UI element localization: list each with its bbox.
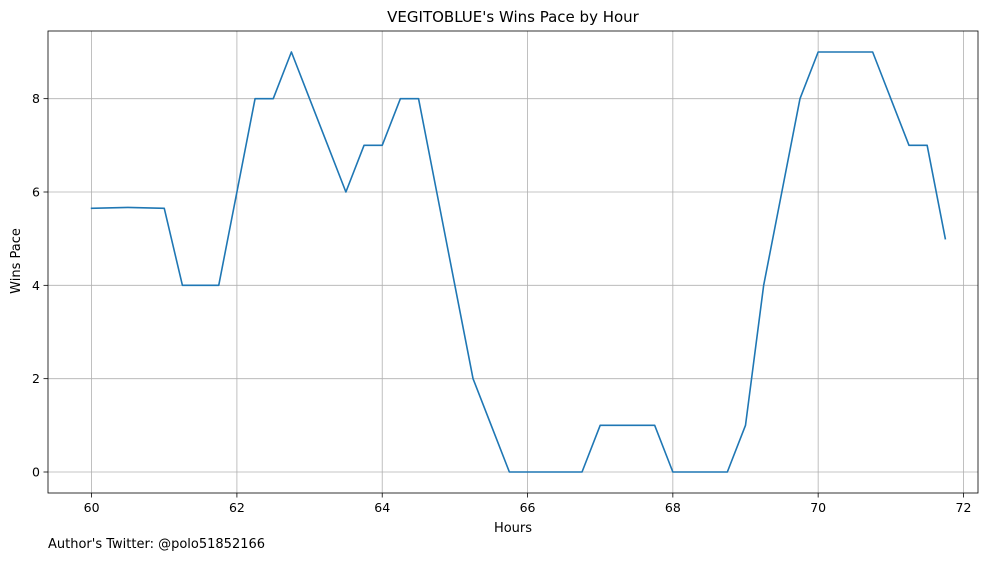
data-point <box>872 51 874 53</box>
x-tick-label: 70 <box>810 500 826 515</box>
data-point <box>454 284 456 286</box>
data-point <box>91 207 93 209</box>
data-point <box>254 98 256 100</box>
data-point <box>418 98 420 100</box>
data-point <box>763 284 765 286</box>
y-tick-label: 8 <box>32 91 40 106</box>
data-point <box>908 144 910 146</box>
data-point <box>690 471 692 473</box>
data-point <box>327 144 329 146</box>
x-tick-label: 60 <box>84 500 100 515</box>
data-point <box>272 98 274 100</box>
data-point <box>599 424 601 426</box>
data-point <box>472 378 474 380</box>
data-point <box>617 424 619 426</box>
data-point <box>708 471 710 473</box>
data-point <box>944 238 946 240</box>
data-point <box>200 284 202 286</box>
data-point <box>545 471 547 473</box>
data-point <box>163 207 165 209</box>
data-point <box>127 207 129 209</box>
data-point <box>436 191 438 193</box>
x-tick-label: 66 <box>520 500 536 515</box>
data-point <box>381 144 383 146</box>
data-point <box>817 51 819 53</box>
data-point <box>182 284 184 286</box>
data-point <box>854 51 856 53</box>
data-point <box>399 98 401 100</box>
series-line <box>90 51 947 473</box>
y-axis-label: Wins Pace <box>9 228 24 294</box>
data-point <box>835 51 837 53</box>
data-point <box>799 98 801 100</box>
data-point <box>654 424 656 426</box>
x-axis-label: Hours <box>494 521 532 536</box>
author-twitter-note: Author's Twitter: @polo51852166 <box>48 537 266 552</box>
x-tick-label: 68 <box>665 500 681 515</box>
data-point <box>508 471 510 473</box>
data-point <box>672 471 674 473</box>
data-point <box>490 424 492 426</box>
y-tick-label: 2 <box>32 371 40 386</box>
plot-frame <box>47 30 979 494</box>
y-tick-label: 4 <box>32 278 40 293</box>
data-point <box>363 144 365 146</box>
data-point <box>581 471 583 473</box>
grid-layer <box>48 31 978 493</box>
data-point <box>926 144 928 146</box>
data-point <box>636 424 638 426</box>
x-tick-label: 62 <box>229 500 245 515</box>
data-point <box>527 471 529 473</box>
y-tick-label: 0 <box>32 465 40 480</box>
data-point <box>563 471 565 473</box>
data-point <box>309 98 311 100</box>
data-point <box>290 51 292 53</box>
y-axis: 0 2 4 6 8 <box>32 91 48 480</box>
x-tick-label: 72 <box>956 500 972 515</box>
data-point <box>236 191 238 193</box>
series-layer <box>90 51 947 473</box>
chart-title: VEGITOBLUE's Wins Pace by Hour <box>387 8 640 26</box>
axes-frame <box>47 30 979 494</box>
data-point <box>345 191 347 193</box>
data-point <box>890 98 892 100</box>
data-point <box>745 424 747 426</box>
data-point <box>218 284 220 286</box>
y-tick-label: 6 <box>32 185 40 200</box>
data-point <box>781 191 783 193</box>
data-point <box>726 471 728 473</box>
x-axis: 60 62 64 66 68 70 72 <box>84 493 972 515</box>
x-tick-label: 64 <box>374 500 390 515</box>
